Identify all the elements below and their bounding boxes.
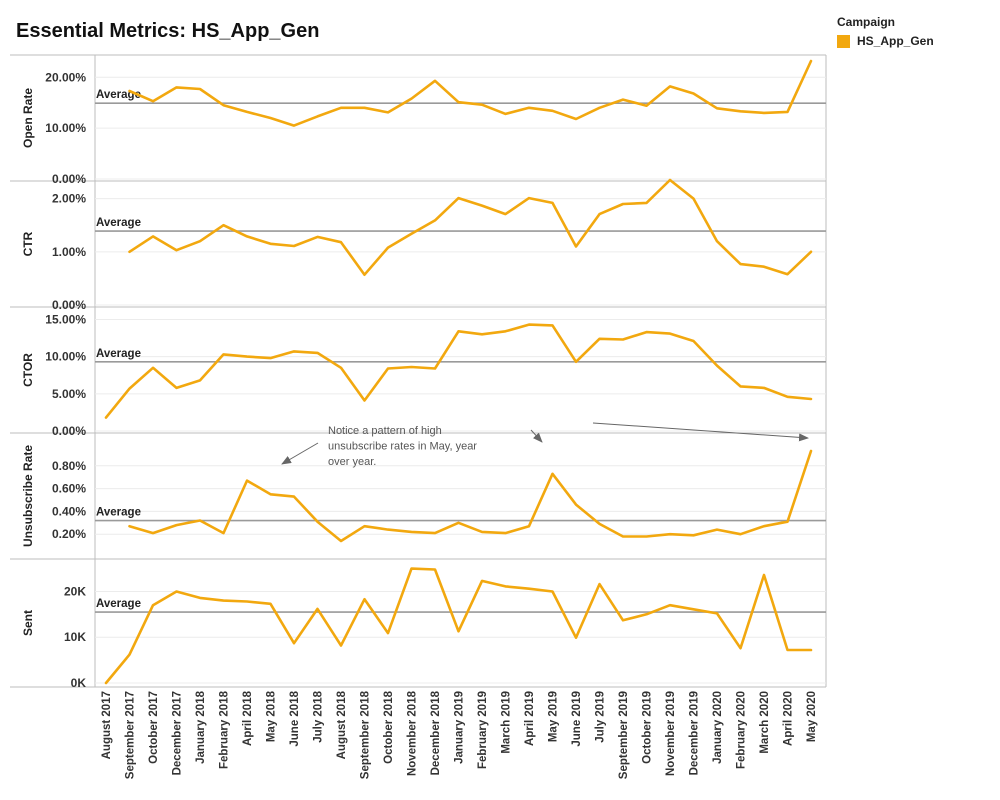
annotation-text: Notice a pattern of high bbox=[328, 425, 442, 437]
legend-swatch bbox=[837, 34, 850, 48]
x-tick-label: October 2019 bbox=[642, 691, 654, 764]
sent-axis-title: Sent bbox=[21, 610, 35, 636]
sent-series-line bbox=[104, 567, 813, 685]
x-tick-label: April 2018 bbox=[242, 690, 254, 746]
x-tick-label: January 2018 bbox=[195, 690, 207, 763]
unsubscribe-rate-series-line bbox=[128, 449, 813, 543]
x-tick-label: August 2017 bbox=[101, 691, 113, 759]
ctor-series-line bbox=[104, 323, 813, 419]
annotation-text: unsubscribe rates in May, year bbox=[328, 441, 477, 453]
sent-tick-label: 10K bbox=[64, 630, 86, 644]
open-rate-tick-label: 20.00% bbox=[45, 70, 86, 84]
unsubscribe-rate-axis-title: Unsubscribe Rate bbox=[21, 445, 35, 547]
x-tick-label: December 2019 bbox=[689, 691, 701, 775]
annotation-text: over year. bbox=[328, 456, 376, 468]
ctor-tick-label: 15.00% bbox=[45, 312, 86, 326]
unsubscribe-rate-tick-label: 0.20% bbox=[52, 527, 86, 541]
x-tick-label: December 2017 bbox=[172, 691, 184, 775]
x-tick-label: June 2019 bbox=[571, 691, 583, 747]
ctr-axis-title: CTR bbox=[21, 231, 35, 256]
open-rate-axis-title: Open Rate bbox=[21, 88, 35, 148]
open-rate-series-line bbox=[128, 59, 813, 127]
unsubscribe-rate-tick-label: 0.60% bbox=[52, 482, 86, 496]
ctor-tick-label: 0.00% bbox=[52, 424, 86, 438]
legend-item[interactable]: HS_App_Gen bbox=[837, 34, 934, 48]
x-tick-label: July 2019 bbox=[595, 691, 607, 743]
ctr-tick-label: 1.00% bbox=[52, 245, 86, 259]
open-rate-tick-label: 10.00% bbox=[45, 121, 86, 135]
x-tick-label: May 2020 bbox=[806, 691, 818, 742]
legend: Campaign HS_App_Gen bbox=[837, 15, 934, 48]
sent-tick-label: 20K bbox=[64, 584, 86, 598]
ctr-series-line bbox=[128, 178, 813, 276]
ctr-average-label: Average bbox=[96, 217, 141, 229]
x-tick-label: April 2020 bbox=[783, 691, 795, 746]
x-tick-label: November 2019 bbox=[665, 691, 677, 776]
x-tick-label: July 2018 bbox=[313, 690, 325, 742]
ctr-tick-label: 0.00% bbox=[52, 298, 86, 312]
legend-title: Campaign bbox=[837, 15, 896, 29]
x-tick-label: August 2018 bbox=[336, 690, 348, 759]
x-tick-label: March 2020 bbox=[759, 691, 771, 754]
x-tick-label: November 2018 bbox=[407, 690, 419, 776]
open-rate-average-label: Average bbox=[96, 89, 141, 101]
x-tick-label: February 2020 bbox=[736, 691, 748, 769]
x-tick-label: September 2018 bbox=[360, 690, 372, 779]
ctr-tick-label: 2.00% bbox=[52, 192, 86, 206]
x-tick-label: January 2020 bbox=[712, 691, 724, 764]
sent-average-label: Average bbox=[96, 598, 141, 610]
x-tick-label: May 2018 bbox=[266, 690, 278, 742]
x-tick-label: September 2019 bbox=[618, 691, 630, 779]
x-tick-label: October 2017 bbox=[148, 691, 160, 764]
open-rate-tick-label: 0.00% bbox=[52, 172, 86, 186]
ctor-tick-label: 10.00% bbox=[45, 350, 86, 364]
x-tick-label: March 2019 bbox=[501, 691, 513, 754]
x-tick-label: May 2019 bbox=[548, 691, 560, 742]
annotation-arrow bbox=[592, 422, 809, 442]
annotation-arrow bbox=[281, 442, 319, 465]
unsubscribe-rate-tick-label: 0.80% bbox=[52, 459, 86, 473]
legend-item-label: HS_App_Gen bbox=[857, 34, 934, 48]
ctor-tick-label: 5.00% bbox=[52, 387, 86, 401]
x-tick-label: February 2019 bbox=[477, 691, 489, 769]
x-tick-label: April 2019 bbox=[524, 691, 536, 746]
x-tick-label: February 2018 bbox=[219, 690, 231, 769]
x-tick-label: September 2017 bbox=[125, 691, 137, 779]
chart-title: Essential Metrics: HS_App_Gen bbox=[16, 20, 320, 42]
x-tick-label: December 2018 bbox=[430, 690, 442, 775]
unsubscribe-rate-tick-label: 0.40% bbox=[52, 504, 86, 518]
ctor-axis-title: CTOR bbox=[21, 353, 35, 387]
unsubscribe-rate-average-label: Average bbox=[96, 507, 141, 519]
x-tick-label: January 2019 bbox=[454, 691, 466, 764]
sent-tick-label: 0K bbox=[71, 676, 87, 690]
x-tick-label: October 2018 bbox=[383, 690, 395, 763]
annotation-arrow bbox=[530, 429, 543, 443]
x-tick-label: June 2018 bbox=[289, 690, 301, 746]
ctor-average-label: Average bbox=[96, 348, 141, 360]
